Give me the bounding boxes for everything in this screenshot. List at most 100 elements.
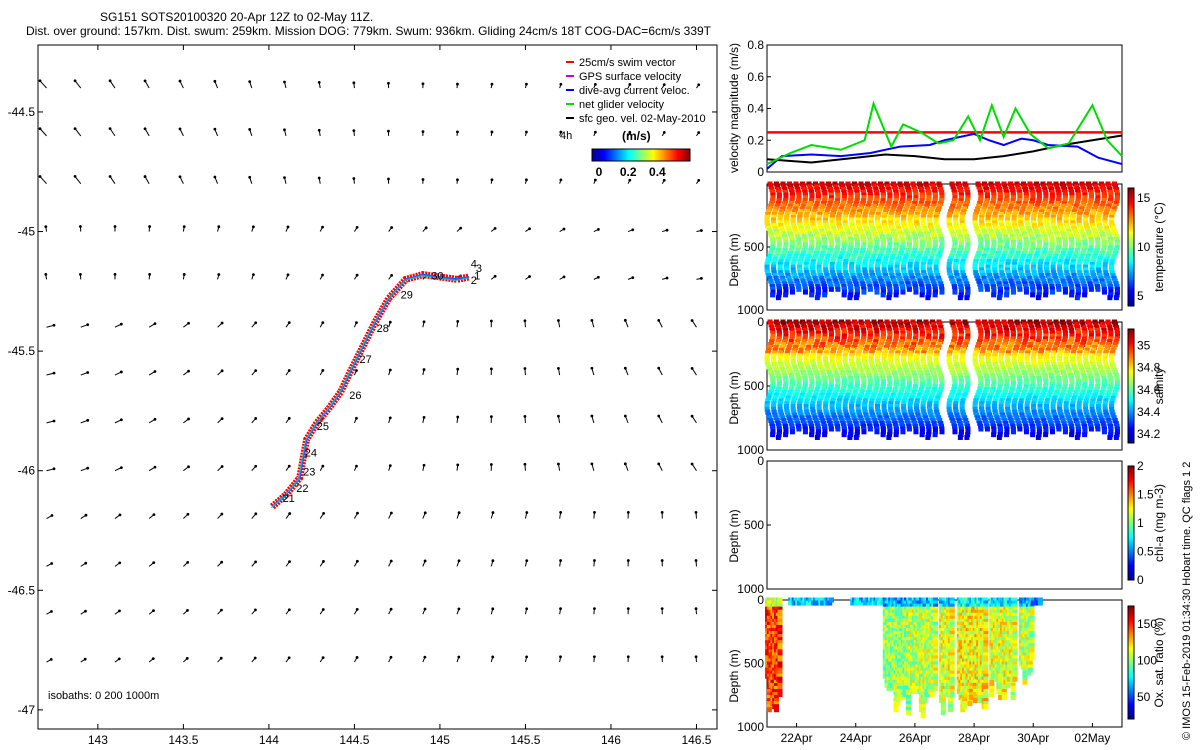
profile-point	[1052, 272, 1058, 278]
profile-point	[1096, 214, 1102, 220]
profile-point	[1059, 415, 1065, 421]
profile-point	[1114, 286, 1120, 292]
profile-point	[893, 286, 899, 292]
profile-point	[916, 392, 922, 398]
profile-point	[852, 203, 858, 209]
profile-point	[1029, 325, 1035, 331]
profile-point	[888, 214, 894, 220]
profile-point	[829, 267, 835, 273]
profile-point	[1045, 347, 1051, 353]
profile-point	[873, 420, 879, 426]
profile-point	[1069, 423, 1075, 429]
profile-point	[1105, 367, 1111, 373]
profile-point	[1044, 350, 1050, 356]
profile-point	[1075, 333, 1081, 339]
profile-point	[953, 270, 959, 276]
profile-point	[939, 423, 945, 429]
profile-point	[835, 195, 841, 201]
profile-point	[1090, 259, 1096, 265]
profile-point	[920, 267, 926, 273]
profile-point	[988, 319, 994, 325]
profile-point	[867, 378, 873, 384]
profile-point	[875, 356, 881, 362]
profile-point	[814, 420, 820, 426]
profile-point	[833, 418, 839, 424]
profile-point	[927, 398, 933, 404]
profile-point	[1005, 358, 1011, 364]
profile-point	[1092, 206, 1098, 212]
profile-point	[838, 206, 844, 212]
profile-point	[1062, 242, 1068, 248]
profile-point	[932, 187, 938, 193]
profile-point	[976, 184, 982, 190]
profile-point	[1030, 242, 1036, 248]
profile-point	[880, 336, 886, 342]
profile-point	[1038, 361, 1044, 367]
profile-point	[1009, 420, 1015, 426]
profile-point	[810, 259, 816, 265]
geo-arrow-head	[562, 275, 566, 279]
profile-point	[867, 284, 873, 290]
profile-point	[1067, 322, 1073, 328]
profile-point	[765, 398, 771, 404]
profile-point	[1101, 195, 1107, 201]
profile-point	[932, 432, 938, 438]
profile-point	[1005, 353, 1011, 359]
profile-point	[946, 264, 952, 270]
profile-point	[867, 381, 873, 387]
profile-point	[870, 272, 876, 278]
profile-point	[826, 250, 832, 256]
profile-point	[997, 195, 1003, 201]
profile-point	[772, 364, 778, 370]
oxygen-point	[766, 685, 772, 691]
profile-point	[1040, 344, 1046, 350]
depth-tick-label: 1000	[737, 720, 764, 734]
geo-arrow-head	[355, 321, 358, 325]
profile-point	[1052, 364, 1058, 370]
profile-point	[939, 236, 945, 242]
profile-point	[838, 415, 844, 421]
profile-point	[764, 264, 770, 270]
profile-point	[879, 322, 885, 328]
profile-point	[946, 261, 952, 267]
profile-point	[1107, 200, 1113, 206]
profile-point	[1016, 234, 1022, 240]
profile-point	[802, 378, 808, 384]
profile-point	[863, 395, 869, 401]
profile-point	[900, 189, 906, 195]
profile-point	[778, 259, 784, 265]
profile-point	[825, 253, 831, 259]
profile-point	[996, 248, 1002, 254]
profile-point	[894, 401, 900, 407]
profile-point	[810, 361, 816, 367]
profile-point	[1069, 327, 1075, 333]
profile-point	[841, 198, 847, 204]
geo-arrow-head	[219, 656, 223, 660]
profile-point	[1066, 228, 1072, 234]
profile-point	[874, 236, 880, 242]
profile-point	[859, 231, 865, 237]
geo-arrow-head	[665, 228, 669, 232]
profile-point	[827, 281, 833, 287]
profile-point	[822, 189, 828, 195]
profile-point	[1041, 203, 1047, 209]
profile-point	[927, 356, 933, 362]
profile-point	[1098, 275, 1104, 281]
profile-point	[1070, 356, 1076, 362]
profile-point	[840, 234, 846, 240]
profile-point	[822, 327, 828, 333]
profile-point	[1054, 370, 1060, 376]
profile-point	[964, 198, 970, 204]
profile-point	[806, 228, 812, 234]
profile-point	[798, 256, 804, 262]
profile-point	[906, 426, 912, 432]
profile-point	[829, 261, 835, 267]
profile-point	[1085, 275, 1091, 281]
profile-point	[790, 264, 796, 270]
profile-point	[834, 234, 840, 240]
profile-point	[813, 418, 819, 424]
profile-point	[833, 322, 839, 328]
profile-point	[952, 195, 958, 201]
profile-point	[952, 378, 958, 384]
profile-point	[907, 353, 913, 359]
